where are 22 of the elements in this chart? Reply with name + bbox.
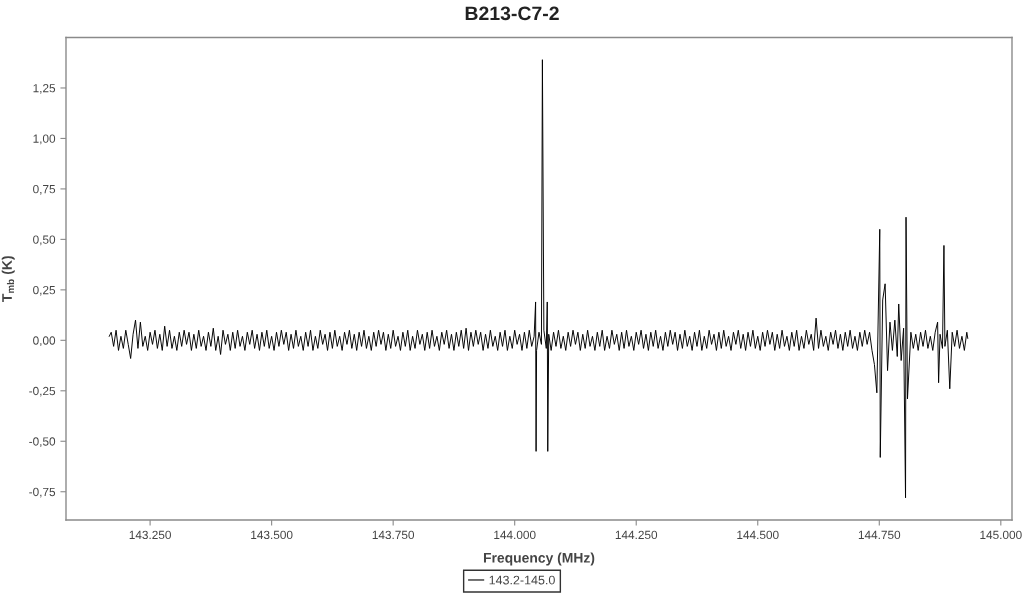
y-tick-label: 0,75 (33, 184, 56, 195)
y-tick-label: 0,50 (33, 235, 56, 246)
x-tick-label: 145.000 (980, 530, 1022, 540)
y-tick-label: -0,75 (29, 487, 56, 498)
x-tick-label: 144.750 (858, 530, 901, 540)
x-tick-label: 143.500 (251, 530, 293, 540)
y-tick-label: 0,25 (33, 285, 56, 296)
legend-label: 143.2-145.0 (489, 575, 555, 585)
y-tick-label: -0,25 (29, 386, 56, 397)
y-tick-label: 1,00 (33, 134, 56, 145)
x-tick-label: 143.750 (372, 530, 415, 540)
y-tick-label: 0,00 (33, 336, 56, 347)
x-axis-title: Frequency (MHz) (483, 552, 595, 566)
x-tick-label: 143.250 (129, 530, 171, 540)
y-tick-label: -0,50 (29, 437, 56, 448)
x-tick-label: 144.500 (737, 530, 779, 540)
x-tick-label: 144.250 (615, 530, 658, 540)
x-tick-label: 144.000 (494, 530, 536, 540)
y-axis-title: T$_{mb}$ (K) (1, 256, 15, 302)
chart-title: B213-C7-2 (465, 6, 559, 21)
line-series (108, 59, 969, 499)
y-tick-label: 1,25 (33, 84, 56, 94)
